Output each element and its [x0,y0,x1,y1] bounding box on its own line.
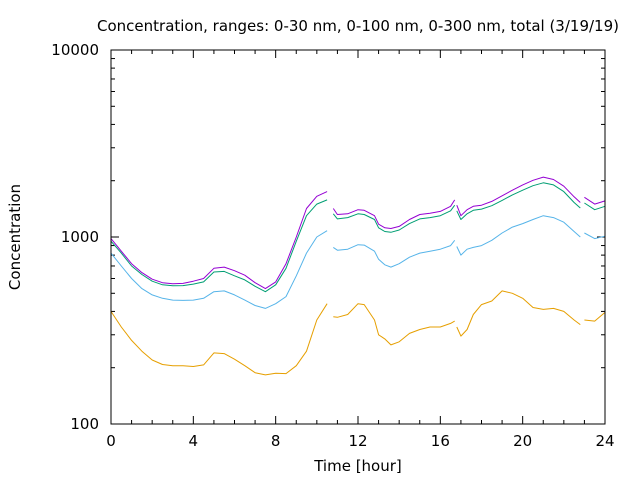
x-tick-label: 12 [348,432,367,450]
x-tick-label: 24 [595,432,614,450]
series-line-2 [110,182,606,293]
y-axis-title: Concentration [6,184,24,290]
y-tick-label: 1000 [61,228,99,246]
series-line-0 [110,290,606,376]
series-group [110,176,606,376]
tick-labels: 0 4 8 12 16 20 24 100 1000 10000 [51,41,614,450]
x-tick-label: 20 [513,432,532,450]
x-tick-label: 0 [106,432,116,450]
series-line-1 [110,215,606,309]
axis-ticks [110,49,606,425]
series-line-3 [110,176,606,290]
plot-frame [110,49,606,425]
x-tick-label: 8 [271,432,281,450]
chart-title: Concentration, ranges: 0-30 nm, 0-100 nm… [97,17,619,35]
x-tick-label: 16 [431,432,450,450]
y-tick-label: 100 [70,415,99,433]
y-tick-label: 10000 [51,41,99,59]
x-tick-label: 4 [189,432,199,450]
y-axis-label: Concentration [6,184,24,290]
x-axis-label: Time [hour] [313,457,402,475]
